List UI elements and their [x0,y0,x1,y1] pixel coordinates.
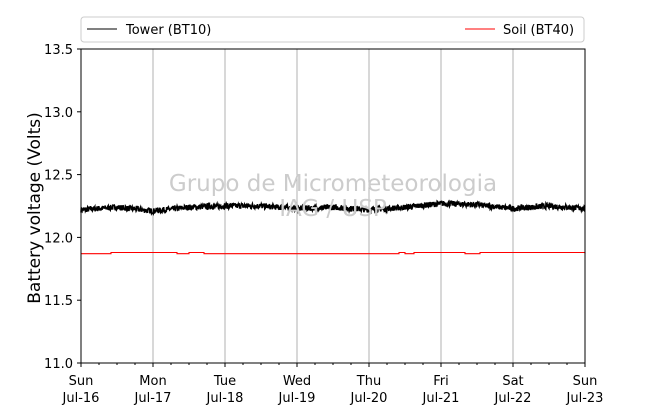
x-tick-label-date: Jul-18 [206,391,244,406]
x-tick-label-day: Mon [139,374,166,389]
x-axis: Sun Jul-16 Mon Jul-17 Tue Jul-18 Wed Jul-19 Thu J… [62,363,604,406]
y-tick-label: 11.0 [44,357,73,372]
x-tick-label-date: Jul-22 [494,391,532,406]
y-tick-label: 11.5 [44,294,73,309]
x-tick-label-day: Sat [502,374,523,389]
x-tick-label-date: Jul-17 [134,391,172,406]
x-tick-label-day: Sun [573,374,598,389]
x-tick-label-date: Jul-23 [566,391,604,406]
x-tick-label-date: Jul-21 [422,391,460,406]
x-tick-label-day: Wed [283,374,311,389]
series-line-tower [80,199,586,217]
legend-box [80,16,585,43]
y-axis-label: Battery voltage (Volts) [25,112,45,303]
y-tick-label: 13.0 [44,106,73,121]
legend-soil-label: Soil (BT40) [503,23,574,38]
legend: Tower (BT10) Soil (BT40) [80,16,585,43]
x-tick-label-date: Jul-16 [62,391,100,406]
y-tick-label: 12.0 [44,231,73,246]
y-tick-label: 12.5 [44,169,73,184]
x-tick-label-day: Tue [213,374,236,389]
watermark-line-2: IAG / USP [279,196,387,222]
legend-tower-label: Tower (BT10) [125,23,211,38]
x-tick-label-date: Jul-20 [350,391,388,406]
x-tick-label-day: Thu [356,374,381,389]
x-tick-label-day: Fri [433,374,449,389]
x-tick-label-date: Jul-19 [278,391,316,406]
plot-series [80,199,586,255]
y-axis: 11.0 11.5 12.0 12.5 13.0 13.5 [44,43,81,372]
series-line-soil [81,251,586,255]
y-tick-label: 13.5 [44,43,73,58]
watermark-line-1: Grupo de Micrometeorologia [169,171,497,197]
x-tick-label-day: Sun [69,374,94,389]
watermark: Grupo de Micrometeorologia IAG / USP [169,171,497,222]
